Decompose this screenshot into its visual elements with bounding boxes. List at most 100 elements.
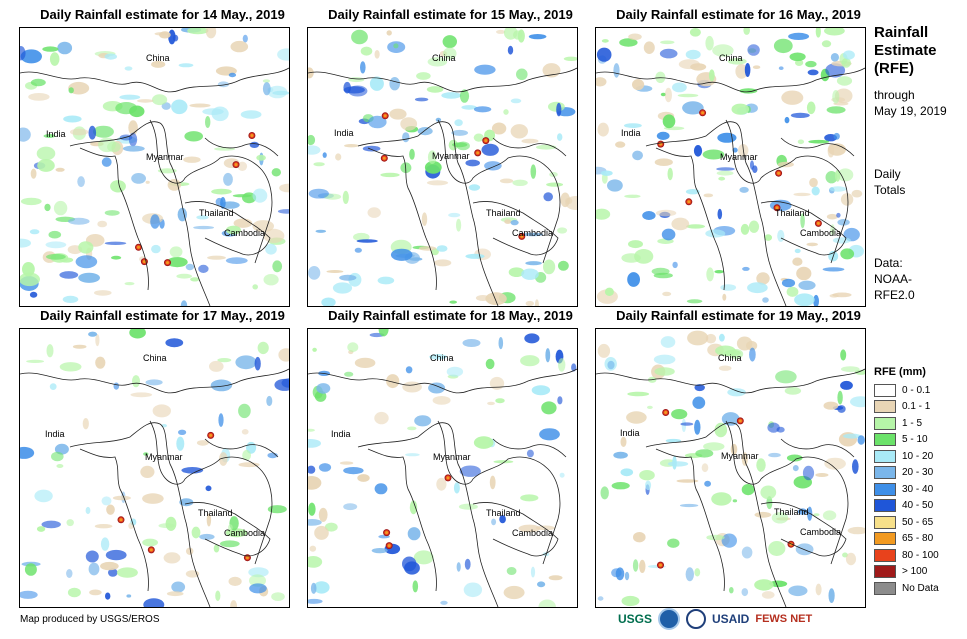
heavy-rain-core (209, 433, 213, 437)
rain-area (499, 178, 514, 184)
rain-area (94, 524, 113, 529)
rain-area (806, 242, 818, 247)
rain-area (739, 186, 749, 193)
rain-area (834, 169, 841, 182)
rain-area (42, 46, 59, 52)
rain-area (694, 384, 705, 392)
rain-area (57, 41, 73, 55)
rain-area (225, 257, 248, 264)
rain-area (741, 484, 755, 496)
rain-area (205, 116, 211, 128)
rain-area (621, 253, 641, 263)
rain-area (694, 419, 701, 435)
rain-area (473, 436, 494, 449)
rain-area (449, 300, 457, 304)
country-border (760, 201, 847, 256)
rain-area (131, 173, 146, 184)
rain-area (443, 47, 457, 60)
rain-area (321, 297, 336, 306)
rain-area (154, 32, 169, 36)
rain-area (487, 401, 495, 406)
rain-area (30, 168, 37, 179)
legend-item: 10 - 20 (874, 448, 967, 465)
rain-area (604, 287, 614, 296)
legend-title: RFE (mm) (874, 366, 926, 378)
rain-area (97, 220, 108, 228)
country-border (149, 420, 273, 565)
rain-area (558, 358, 566, 372)
country-border (725, 420, 849, 565)
rain-area (706, 267, 714, 282)
rain-area (78, 272, 100, 283)
rain-area (186, 547, 194, 555)
rain-area (788, 585, 808, 597)
rain-area (405, 366, 413, 374)
rain-area (539, 428, 560, 441)
rainfall-map[interactable]: China India Myanmar Thailand Cambodia (595, 328, 866, 608)
rain-area (676, 479, 699, 483)
rain-area (113, 382, 120, 390)
heavy-rain-core (387, 544, 391, 548)
rain-area (249, 141, 260, 148)
rain-area (613, 63, 620, 78)
rain-area (308, 266, 321, 280)
rain-area (672, 456, 677, 470)
rain-area (111, 255, 122, 260)
rain-area (101, 157, 112, 167)
rain-area (686, 299, 703, 304)
fews-net-logo: FEWS NET (755, 613, 813, 625)
rain-area (219, 540, 240, 548)
rain-area (152, 404, 171, 418)
country-border (149, 119, 273, 264)
rain-area (633, 532, 646, 543)
map-graphic (20, 329, 289, 607)
country-border (492, 438, 567, 458)
rain-area (308, 145, 321, 155)
rain-area (434, 259, 452, 267)
rain-area (679, 503, 699, 508)
rainfall-map[interactable]: China India Myanmar Thailand Cambodia (19, 27, 290, 307)
heavy-rain-core (687, 200, 691, 204)
rainfall-map[interactable]: China India Myanmar Thailand Cambodia (595, 27, 866, 307)
rain-area (600, 486, 609, 500)
legend-item: 0.1 - 1 (874, 399, 967, 416)
rain-area (453, 482, 460, 494)
rain-area (211, 188, 232, 195)
map-graphic (596, 330, 865, 607)
footer-credit: Map produced by USGS/EROS (20, 614, 160, 625)
rain-area (20, 197, 42, 206)
rain-area (808, 139, 830, 144)
rain-area (308, 428, 315, 432)
rain-area (142, 538, 158, 547)
rain-area (718, 365, 732, 371)
rain-area (441, 92, 462, 99)
rain-area (703, 193, 714, 198)
label-china: China (430, 353, 454, 363)
rain-area (20, 127, 31, 142)
rain-area (825, 63, 846, 78)
rain-area (463, 582, 483, 598)
rain-area (43, 134, 56, 138)
rain-area (262, 82, 271, 96)
heavy-rain-core (245, 556, 249, 560)
rainfall-map[interactable]: China India Myanmar Thailand Cambodia (19, 328, 290, 608)
rain-area (206, 513, 212, 527)
rain-area (150, 214, 160, 229)
rain-area (351, 29, 368, 45)
rain-area (357, 474, 370, 482)
rain-area (507, 45, 514, 55)
rain-area (732, 147, 738, 153)
rainfall-map[interactable]: China India Myanmar Thailand Cambodia (307, 328, 578, 608)
legend-swatch (874, 482, 896, 496)
daily-label: Daily (874, 167, 901, 181)
legend-label: 0 - 0.1 (902, 384, 931, 396)
rain-area (496, 29, 506, 34)
rain-area (797, 508, 808, 515)
rain-area (44, 203, 51, 212)
rain-area (822, 510, 837, 521)
heavy-rain-core (520, 234, 524, 238)
rain-area (418, 246, 437, 251)
title-line: (RFE) (874, 60, 914, 77)
rainfall-map[interactable]: China India Myanmar Thailand Cambodia (307, 27, 578, 307)
rain-area (620, 436, 627, 447)
